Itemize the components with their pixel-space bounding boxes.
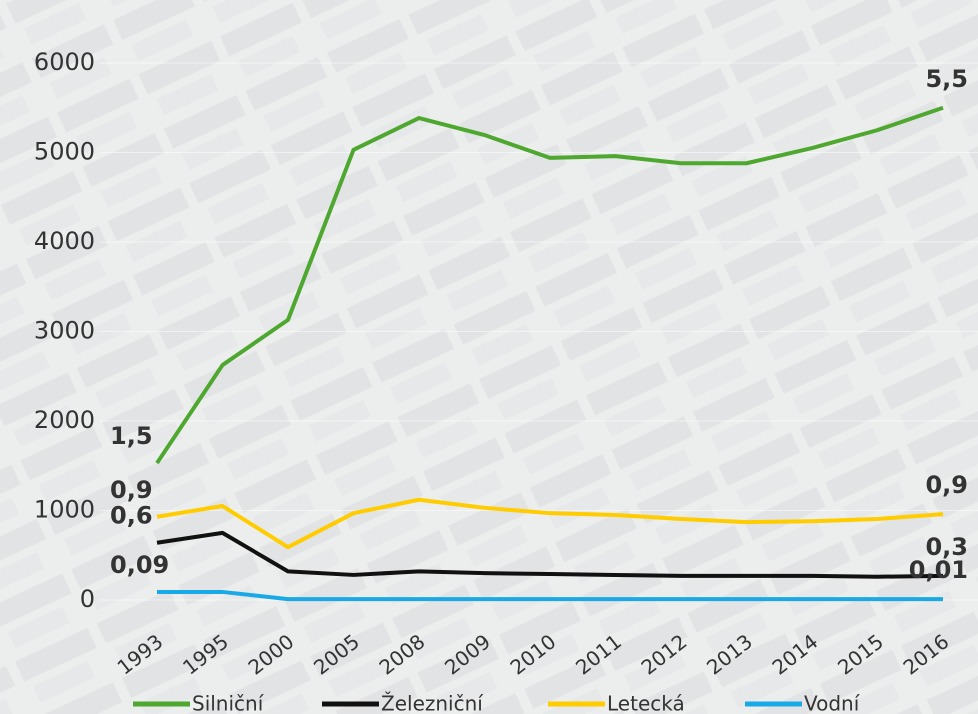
end-label: 0,9 (925, 471, 968, 499)
start-label: 0,6 (110, 502, 153, 530)
y-tick-label: 3000 (34, 317, 95, 345)
start-label: 0,9 (110, 476, 153, 504)
y-tick-label: 2000 (34, 406, 95, 434)
chart: 0100020003000400050006000199319952000200… (0, 0, 978, 714)
y-tick-label: 0 (80, 585, 95, 613)
legend-label: Železniční (381, 692, 484, 714)
y-tick-label: 6000 (34, 48, 95, 76)
legend-label: Letecká (607, 692, 685, 714)
background-overlay (0, 0, 978, 714)
legend-label: Vodní (804, 692, 861, 714)
end-label: 0,01 (909, 556, 968, 584)
start-label: 0,09 (110, 551, 169, 579)
start-label: 1,5 (110, 422, 153, 450)
y-tick-label: 4000 (34, 227, 95, 255)
y-tick-label: 1000 (34, 496, 95, 524)
legend-label: Silniční (192, 692, 265, 714)
y-tick-label: 5000 (34, 138, 95, 166)
end-label: 5,5 (925, 65, 968, 93)
